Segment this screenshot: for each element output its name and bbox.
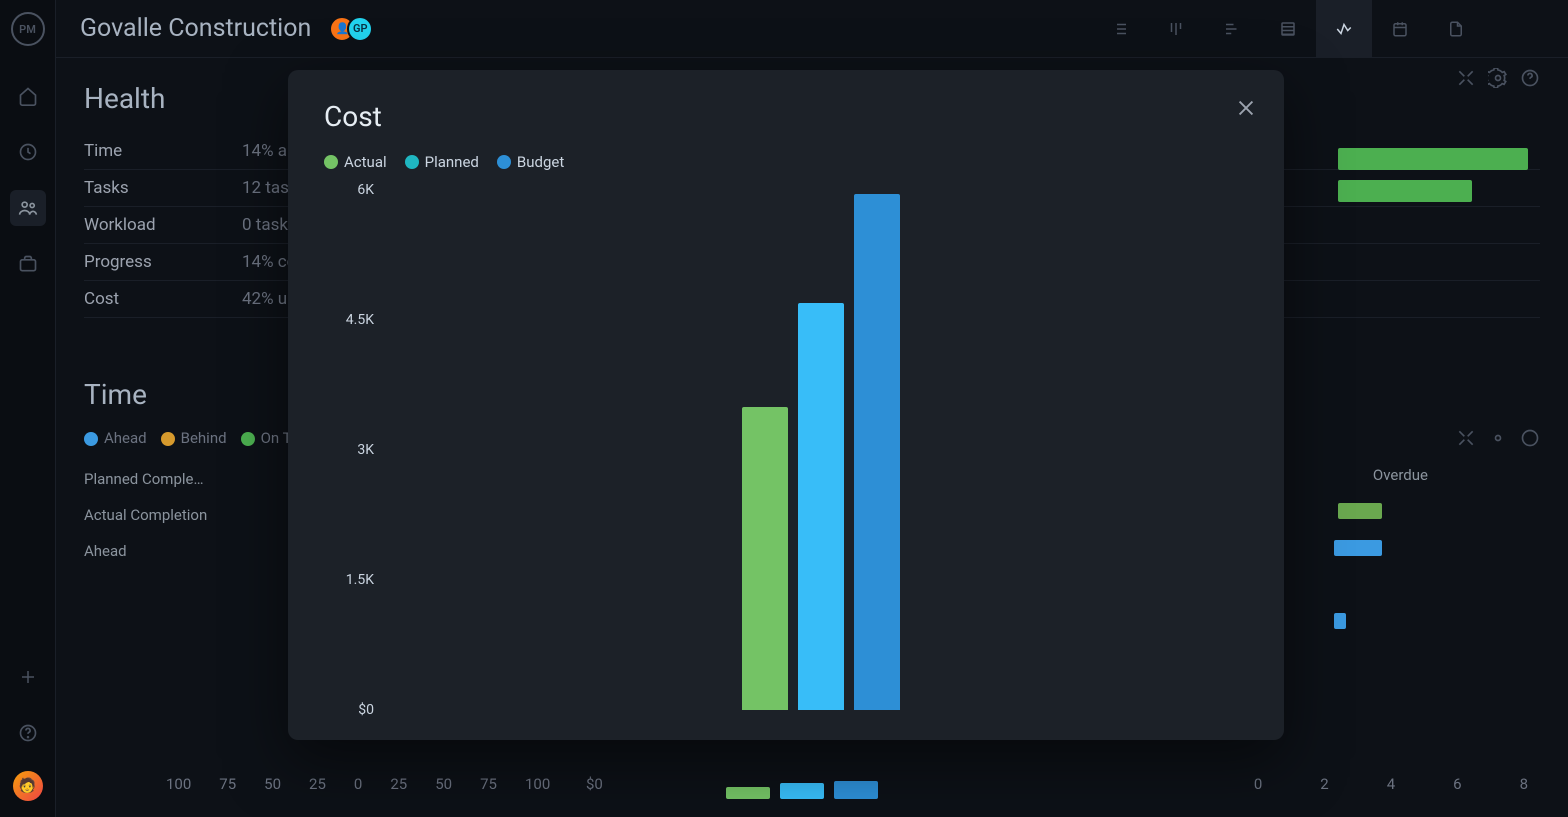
axis-tick: 25 bbox=[390, 775, 407, 793]
axis-tick: 75 bbox=[219, 775, 236, 793]
axis-tick: 0 bbox=[354, 775, 362, 793]
time-axis: 100 75 50 25 0 25 50 75 100 bbox=[166, 775, 550, 793]
view-gantt[interactable] bbox=[1204, 0, 1260, 58]
view-files[interactable] bbox=[1428, 0, 1484, 58]
task-bar bbox=[1334, 613, 1346, 629]
legend-item: Actual bbox=[324, 153, 387, 171]
legend-item: Behind bbox=[161, 429, 227, 447]
axis-tick: 100 bbox=[525, 775, 550, 793]
chart-bar bbox=[854, 194, 900, 710]
cost-thumb-bars bbox=[726, 781, 878, 799]
axis-tick: 50 bbox=[264, 775, 281, 793]
project-members[interactable]: 👤 GP bbox=[329, 16, 373, 42]
member-avatar[interactable]: GP bbox=[347, 16, 373, 42]
cost-thumb-xlabel: $0 bbox=[586, 775, 603, 793]
y-tick: 1.5K bbox=[324, 572, 374, 588]
health-key: Workload bbox=[84, 215, 194, 235]
axis-tick: 2 bbox=[1320, 775, 1328, 793]
close-icon[interactable] bbox=[1232, 94, 1260, 122]
axis-tick: 4 bbox=[1387, 775, 1395, 793]
topbar: Govalle Construction 👤 GP bbox=[56, 0, 1568, 58]
axis-tick: 50 bbox=[435, 775, 452, 793]
nav-recent[interactable] bbox=[10, 134, 46, 170]
thumb-bar bbox=[726, 787, 770, 799]
thumb-bar bbox=[834, 781, 878, 799]
health-key: Progress bbox=[84, 252, 194, 272]
axis-tick: 0 bbox=[1254, 775, 1262, 793]
help-icon[interactable] bbox=[1520, 68, 1540, 88]
modal-title: Cost bbox=[324, 100, 1248, 133]
y-tick: 4.5K bbox=[324, 312, 374, 328]
y-tick: 3K bbox=[324, 442, 374, 458]
chart-legend: Actual Planned Budget bbox=[324, 153, 1248, 171]
cost-modal: Cost Actual Planned Budget 6K 4.5K 3K 1.5K $0 bbox=[288, 70, 1284, 740]
nav-portfolio[interactable] bbox=[10, 246, 46, 282]
chart-bar bbox=[742, 407, 788, 710]
legend-item: Ahead bbox=[84, 429, 147, 447]
cost-bar-chart: 6K4.5K3K1.5K$0 bbox=[324, 190, 1248, 710]
thumb-bar bbox=[780, 783, 824, 799]
expand-icon[interactable] bbox=[1456, 428, 1476, 448]
axis-tick: 6 bbox=[1453, 775, 1461, 793]
nav-help[interactable] bbox=[10, 715, 46, 751]
view-board[interactable] bbox=[1148, 0, 1204, 58]
health-key: Tasks bbox=[84, 178, 194, 198]
nav-people[interactable] bbox=[10, 190, 46, 226]
task-bar bbox=[1338, 503, 1382, 519]
expand-icon[interactable] bbox=[1456, 68, 1476, 88]
nav-rail: PM 🧑 bbox=[0, 0, 56, 817]
axis-tick: 25 bbox=[309, 775, 326, 793]
axis-tick: 8 bbox=[1520, 775, 1528, 793]
y-tick: $0 bbox=[324, 702, 374, 718]
app-logo[interactable]: PM bbox=[11, 12, 45, 46]
axis-tick: 100 bbox=[166, 775, 191, 793]
panel-tools bbox=[1456, 68, 1540, 88]
chart-bar bbox=[798, 303, 844, 710]
health-key: Time bbox=[84, 141, 194, 161]
help-icon[interactable] bbox=[1520, 428, 1540, 448]
view-dashboard[interactable] bbox=[1316, 0, 1372, 58]
view-calendar[interactable] bbox=[1372, 0, 1428, 58]
legend-item: Planned bbox=[405, 153, 479, 171]
health-key: Cost bbox=[84, 289, 194, 309]
y-tick: 6K bbox=[324, 182, 374, 198]
gantt-bar bbox=[1338, 180, 1472, 202]
view-list[interactable] bbox=[1092, 0, 1148, 58]
tasks-axis: 0 2 4 6 8 bbox=[1254, 775, 1528, 793]
nav-add[interactable] bbox=[10, 659, 46, 695]
chart-plot bbox=[394, 190, 1248, 710]
view-sheet[interactable] bbox=[1260, 0, 1316, 58]
nav-home[interactable] bbox=[10, 78, 46, 114]
project-title: Govalle Construction bbox=[80, 14, 311, 43]
panel-tools bbox=[1456, 428, 1540, 448]
gantt-bar bbox=[1338, 148, 1528, 170]
gear-icon[interactable] bbox=[1488, 68, 1508, 88]
view-switcher bbox=[1092, 0, 1484, 58]
user-avatar[interactable]: 🧑 bbox=[13, 771, 43, 801]
task-bar bbox=[1334, 540, 1382, 556]
legend-item: Budget bbox=[497, 153, 564, 171]
gear-icon[interactable] bbox=[1488, 428, 1508, 448]
overdue-legend-label: Overdue bbox=[1373, 466, 1428, 484]
axis-tick: 75 bbox=[480, 775, 497, 793]
